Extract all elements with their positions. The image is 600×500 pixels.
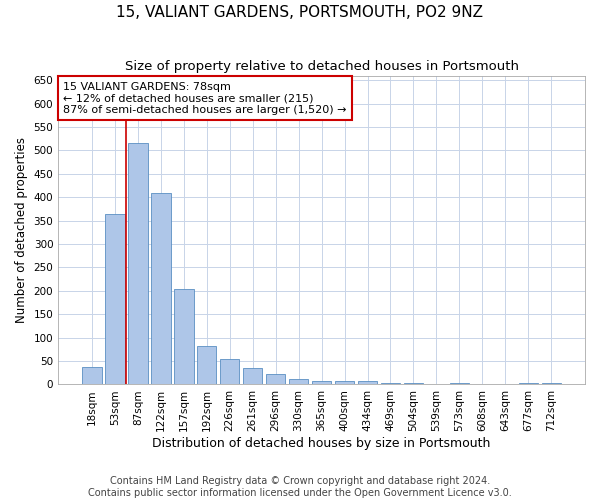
Text: 15 VALIANT GARDENS: 78sqm
← 12% of detached houses are smaller (215)
87% of semi: 15 VALIANT GARDENS: 78sqm ← 12% of detac… <box>64 82 347 115</box>
Bar <box>174 288 194 384</box>
Bar <box>335 380 355 384</box>
Bar <box>128 144 148 384</box>
Bar <box>151 192 170 384</box>
Y-axis label: Number of detached properties: Number of detached properties <box>15 137 28 323</box>
Bar <box>266 374 286 384</box>
Text: Contains HM Land Registry data © Crown copyright and database right 2024.
Contai: Contains HM Land Registry data © Crown c… <box>88 476 512 498</box>
Text: 15, VALIANT GARDENS, PORTSMOUTH, PO2 9NZ: 15, VALIANT GARDENS, PORTSMOUTH, PO2 9NZ <box>116 5 484 20</box>
Bar <box>404 383 423 384</box>
Bar <box>82 367 101 384</box>
Bar <box>197 346 217 385</box>
Bar <box>358 380 377 384</box>
Bar <box>449 383 469 384</box>
Bar <box>381 383 400 384</box>
Bar <box>542 383 561 384</box>
Bar <box>518 383 538 384</box>
Bar <box>105 214 125 384</box>
Bar <box>243 368 262 384</box>
Title: Size of property relative to detached houses in Portsmouth: Size of property relative to detached ho… <box>125 60 518 73</box>
Bar <box>312 380 331 384</box>
Bar <box>289 379 308 384</box>
X-axis label: Distribution of detached houses by size in Portsmouth: Distribution of detached houses by size … <box>152 437 491 450</box>
Bar <box>220 358 239 384</box>
